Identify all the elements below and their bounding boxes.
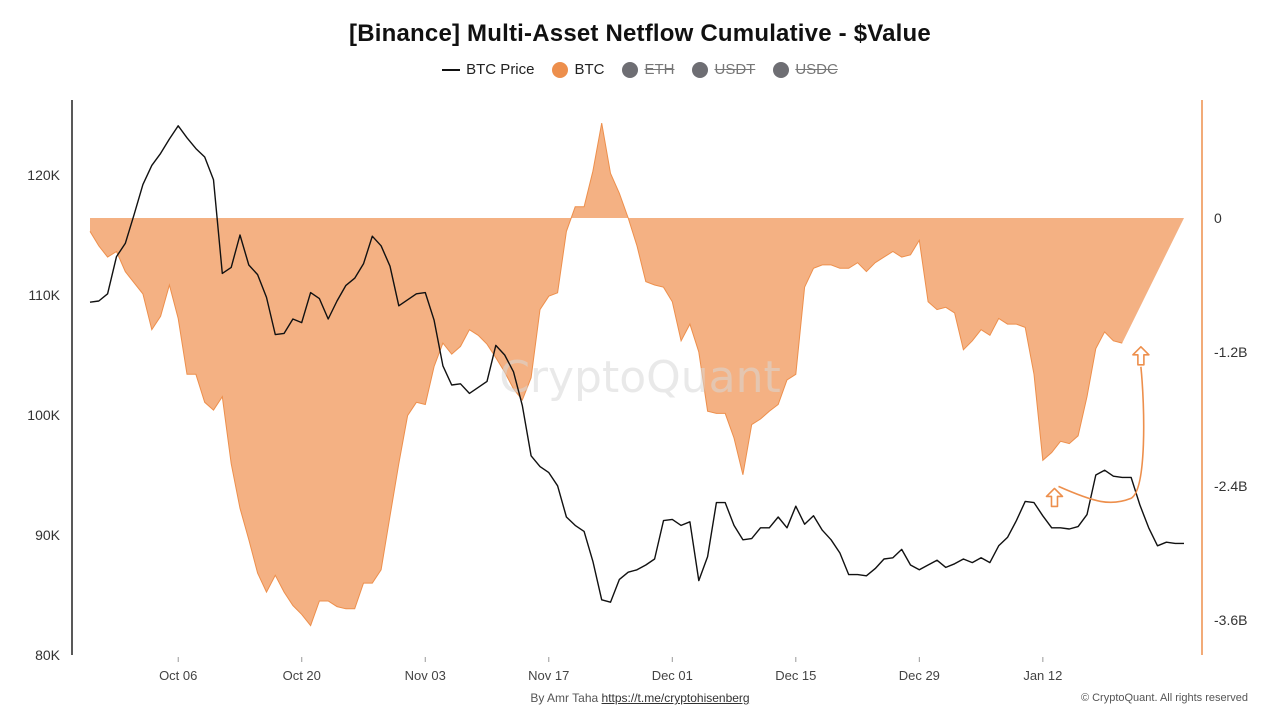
right-tick-label: 0 — [1214, 210, 1222, 226]
legend-label-usdt: USDT — [714, 61, 756, 78]
right-tick-label: -3.6B — [1214, 612, 1247, 628]
btc-price-line-layer — [89, 125, 1184, 603]
btc-price-line-swatch-icon — [442, 68, 461, 71]
legend: BTC Price BTC ETH USDT USDC — [0, 61, 1280, 78]
x-tick-label: Nov 17 — [528, 668, 569, 683]
usdc-dot-swatch-icon — [773, 61, 790, 78]
x-tick-label: Dec 29 — [899, 668, 940, 683]
legend-item-usdc[interactable]: USDC — [773, 61, 838, 78]
left-tick-label: 120K — [27, 167, 60, 183]
author-credit: By Amr Taha https://t.me/cryptohisenberg — [0, 691, 1280, 705]
left-tick-label: 80K — [35, 647, 61, 663]
legend-item-eth[interactable]: ETH — [622, 61, 674, 78]
legend-item-btc[interactable]: BTC — [552, 61, 604, 78]
x-tick-label: Dec 01 — [652, 668, 693, 683]
eth-dot-swatch-icon — [622, 61, 639, 78]
axes-layer: 80K 90K 100K 110K 120K 0 -1.2B -2.4B -3.6B Oct 06… — [27, 100, 1247, 683]
author-link[interactable]: https://t.me/cryptohisenberg — [601, 691, 750, 705]
left-tick-label: 90K — [35, 527, 61, 543]
copyright-text: © CryptoQuant. All rights reserved — [1080, 692, 1248, 704]
legend-item-btc-price[interactable]: BTC Price — [442, 61, 534, 78]
x-tick-label: Oct 06 — [159, 668, 197, 683]
legend-label-eth: ETH — [644, 61, 675, 78]
btc-dot-swatch-icon — [552, 61, 569, 78]
annotation-layer — [1045, 345, 1150, 508]
chart-title: [Binance] Multi-Asset Netflow Cumulative… — [349, 20, 931, 47]
x-tick-label: Jan 12 — [1023, 668, 1062, 683]
usdt-dot-swatch-icon — [692, 61, 709, 78]
btc-netflow-line — [89, 123, 1123, 627]
legend-label-btc: BTC — [574, 61, 605, 78]
x-tick-label: Nov 03 — [405, 668, 446, 683]
btc-netflow-area — [90, 123, 1184, 626]
legend-item-usdt[interactable]: USDT — [692, 61, 755, 78]
annotation-up-arrow-icon — [1045, 487, 1064, 508]
watermark: CryptoQuant — [499, 352, 781, 403]
btc-netflow-area-layer — [89, 123, 1184, 627]
author-prefix: By Amr Taha — [530, 691, 602, 705]
btc-price-line — [89, 125, 1184, 603]
right-tick-label: -2.4B — [1214, 478, 1247, 494]
x-tick-label: Dec 15 — [775, 668, 816, 683]
annotation-up-arrow-icon — [1132, 345, 1150, 366]
left-tick-label: 110K — [28, 287, 60, 303]
annotation-connector-curve — [1058, 366, 1145, 504]
x-tick-label: Oct 20 — [283, 668, 321, 683]
right-tick-label: -1.2B — [1214, 344, 1247, 360]
legend-label-btc-price: BTC Price — [466, 61, 535, 78]
left-tick-label: 100K — [27, 407, 60, 423]
legend-label-usdc: USDC — [795, 61, 838, 78]
